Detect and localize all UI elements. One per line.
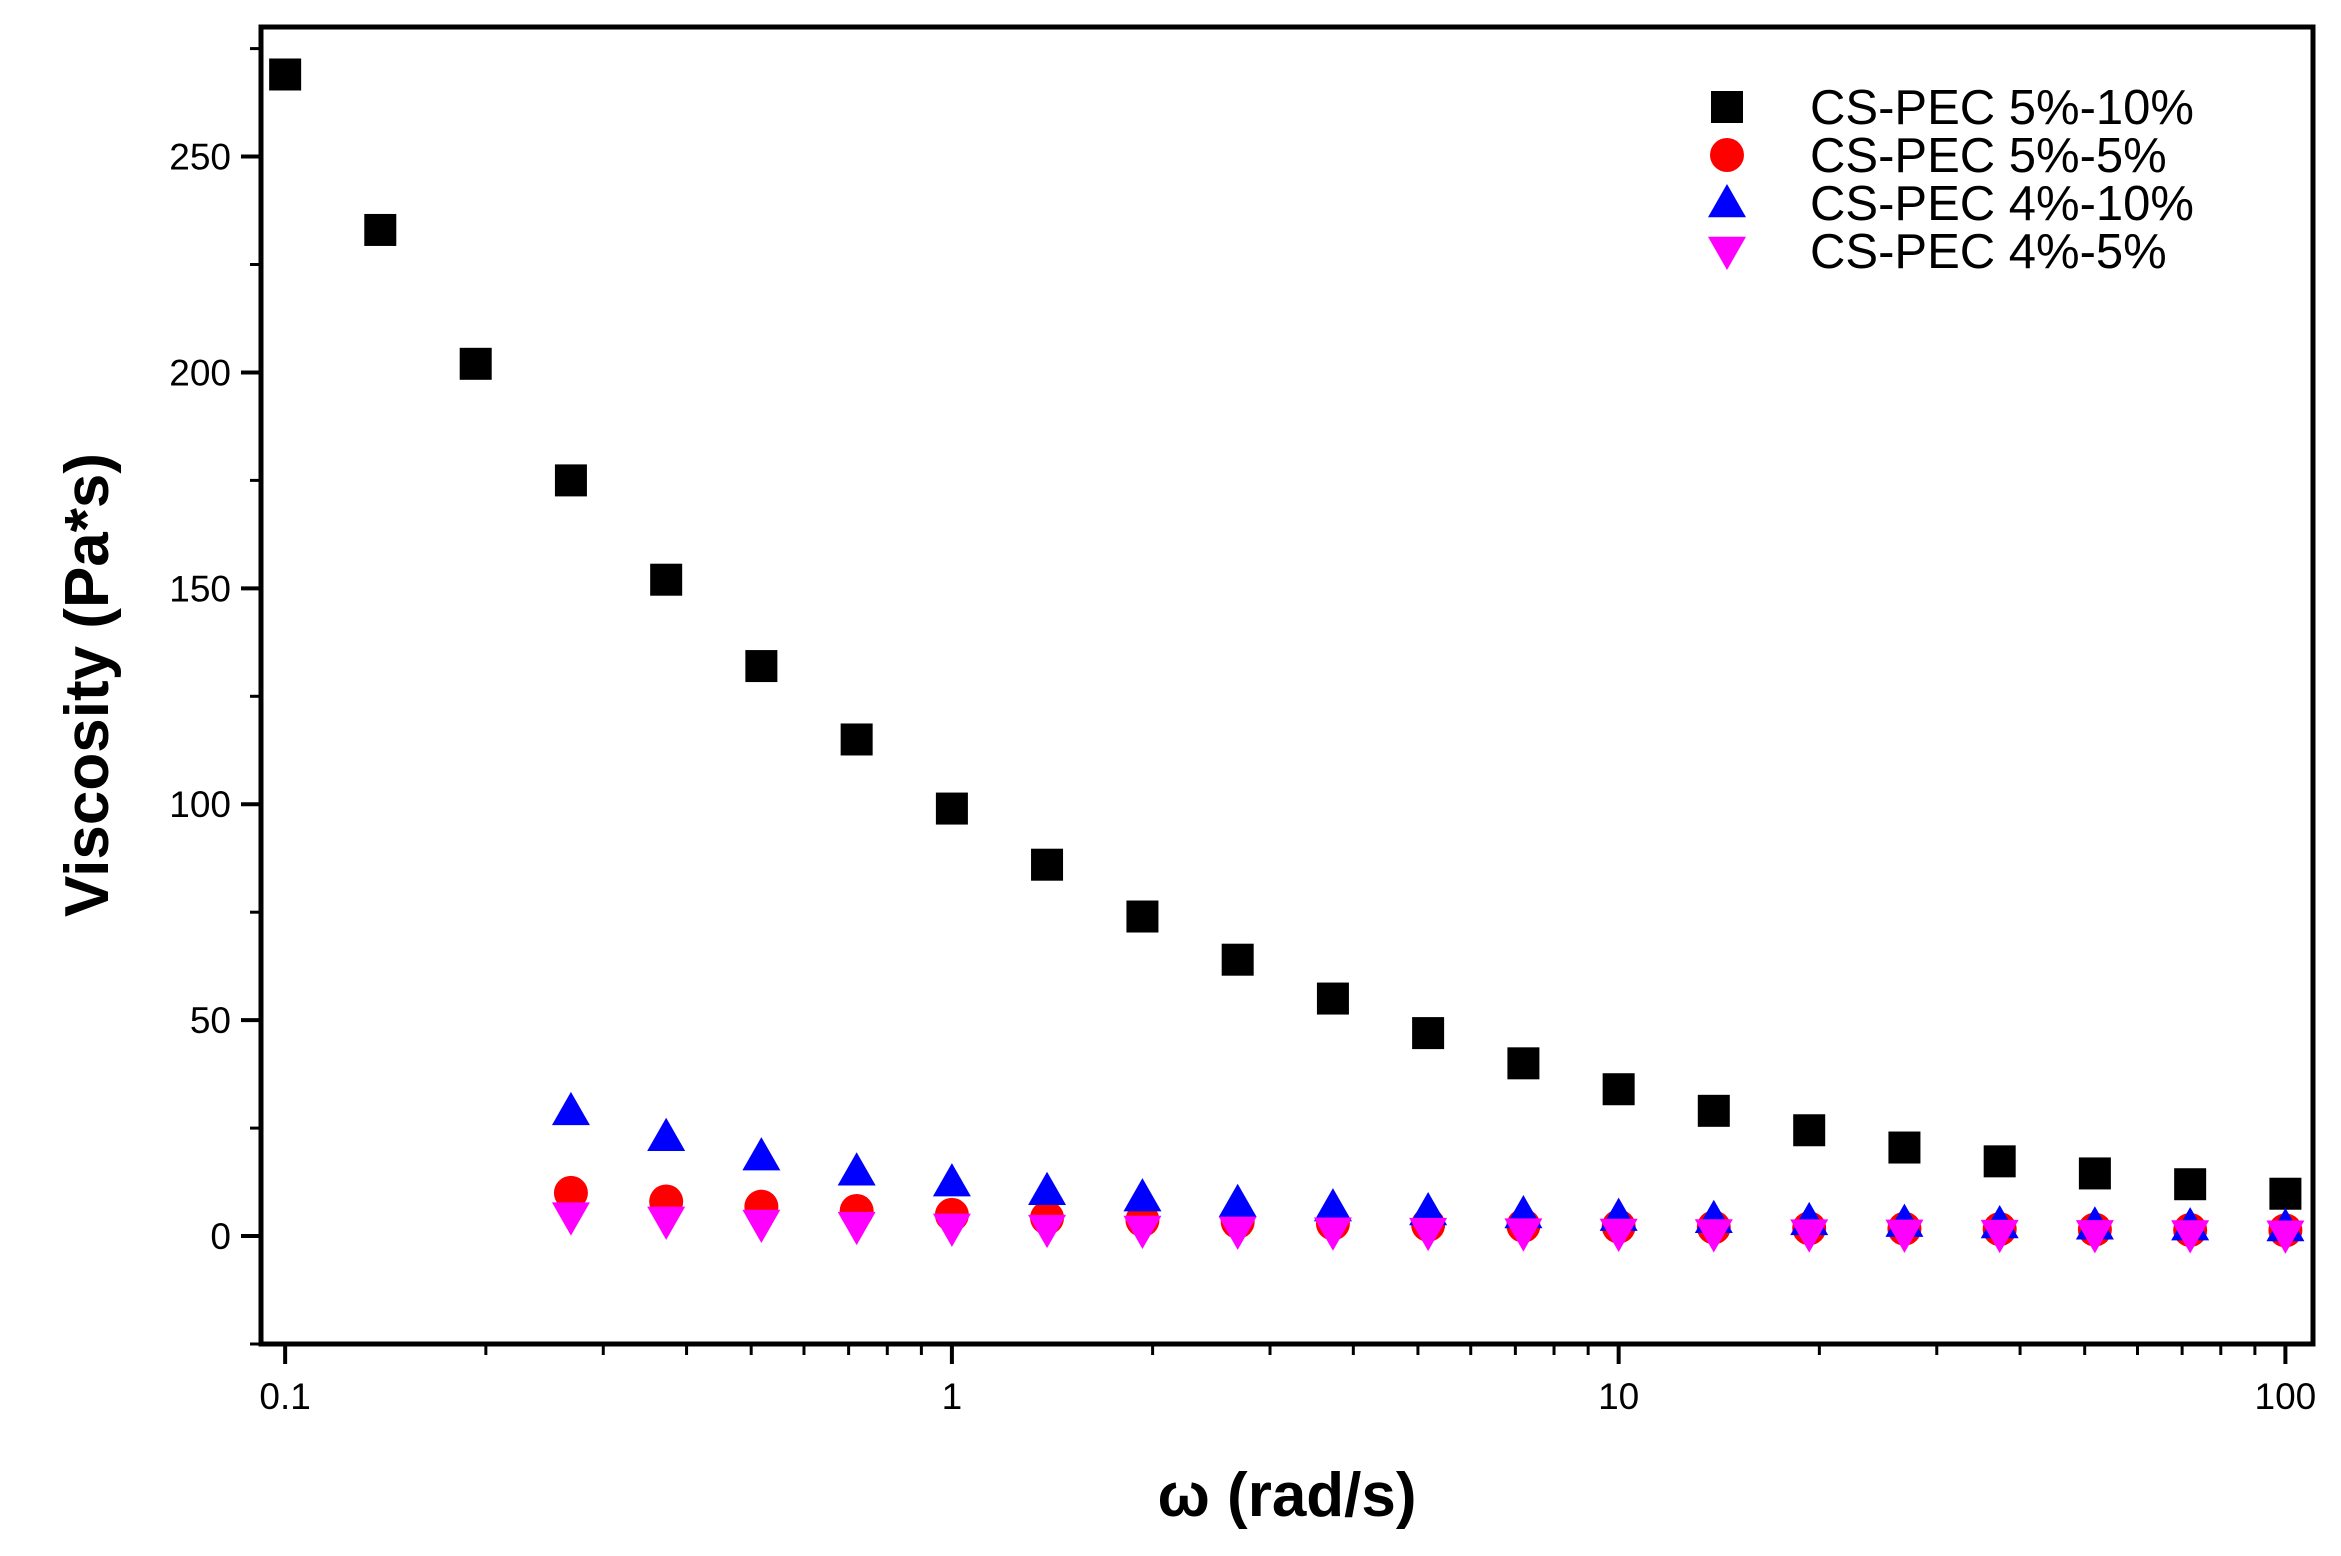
axis-ticks <box>241 47 2288 1364</box>
data-point <box>745 650 778 683</box>
data-point <box>1602 1073 1635 1106</box>
axis-tick-labels: 0.1 1 10 100 0 50 100 150 200 250 <box>169 137 2316 1417</box>
data-point <box>1507 1047 1540 1080</box>
y-tick-label: 150 <box>169 568 231 609</box>
y-tick-label: 200 <box>169 352 231 393</box>
data-point <box>840 723 873 756</box>
data-point <box>2174 1168 2207 1201</box>
data-points <box>269 58 2305 1254</box>
y-tick-label: 100 <box>169 784 231 825</box>
legend-item: CS-PEC 4%-10% <box>1708 177 2194 231</box>
data-point <box>1790 1219 1829 1253</box>
data-point <box>1316 982 1349 1015</box>
data-point <box>364 213 397 246</box>
data-point <box>837 1211 876 1246</box>
legend-label: CS-PEC 4%-5% <box>1810 225 2167 279</box>
y-axis-title: Viscosity (Pa*s) <box>53 453 122 917</box>
x-tick-label: 0.1 <box>259 1376 310 1417</box>
legend-item: CS-PEC 5%-5% <box>1710 129 2167 183</box>
data-point <box>554 464 587 497</box>
legend-item: CS-PEC 5%-10% <box>1711 81 2194 135</box>
legend: CS-PEC 5%-10%CS-PEC 5%-5%CS-PEC 4%-10%CS… <box>1708 81 2194 279</box>
data-point <box>2269 1177 2302 1210</box>
legend-label: CS-PEC 5%-5% <box>1810 129 2167 183</box>
data-point <box>935 792 968 825</box>
data-point <box>1697 1094 1730 1127</box>
y-tick-label: 250 <box>169 137 231 178</box>
data-point <box>1126 900 1159 933</box>
x-tick-label: 10 <box>1598 1376 1639 1417</box>
data-point <box>1218 1183 1257 1218</box>
series-1 <box>269 58 2302 1210</box>
data-point <box>932 1213 971 1247</box>
x-tick-label: 1 <box>942 1376 963 1417</box>
data-point <box>1983 1145 2016 1178</box>
legend-marker <box>1708 184 1746 218</box>
data-point <box>742 1209 781 1243</box>
data-point <box>2266 1220 2305 1254</box>
data-point <box>647 1206 686 1240</box>
data-point <box>459 347 492 380</box>
data-point <box>1221 943 1254 976</box>
data-point <box>2075 1220 2114 1254</box>
data-point <box>742 1137 781 1171</box>
data-point <box>1888 1131 1921 1164</box>
y-tick-label: 0 <box>210 1216 231 1257</box>
data-point <box>2078 1157 2111 1190</box>
data-point <box>650 563 683 596</box>
data-point <box>1412 1017 1445 1050</box>
data-point <box>1313 1217 1352 1251</box>
data-point <box>647 1117 686 1151</box>
data-point <box>932 1163 971 1197</box>
data-point <box>269 58 302 91</box>
data-point <box>1694 1219 1733 1253</box>
data-point <box>1028 1214 1067 1249</box>
y-tick-label: 50 <box>190 1000 231 1041</box>
data-point <box>1123 1215 1162 1250</box>
legend-label: CS-PEC 4%-10% <box>1810 177 2194 231</box>
data-point <box>1793 1114 1826 1147</box>
data-point <box>551 1091 590 1126</box>
data-point <box>1409 1192 1448 1226</box>
data-point <box>1313 1188 1352 1222</box>
series-4 <box>551 1202 2305 1254</box>
data-point <box>1504 1218 1543 1252</box>
data-point <box>1028 1171 1067 1205</box>
data-point <box>1123 1178 1162 1212</box>
data-point <box>1885 1219 1924 1253</box>
data-point <box>1031 848 1064 881</box>
data-point <box>1599 1218 1638 1253</box>
x-tick-label: 100 <box>2255 1376 2317 1417</box>
legend-marker <box>1711 91 1743 123</box>
data-point <box>553 1175 588 1210</box>
x-axis-title: ω (rad/s) <box>1157 1461 1416 1530</box>
legend-item: CS-PEC 4%-5% <box>1708 225 2167 279</box>
data-point <box>2171 1220 2210 1254</box>
plot-frame <box>258 24 2316 1347</box>
legend-marker <box>1708 236 1746 270</box>
data-point <box>551 1202 590 1236</box>
data-point <box>1980 1219 2019 1254</box>
data-point <box>1409 1217 1448 1252</box>
data-point <box>837 1152 876 1186</box>
data-point <box>1218 1216 1257 1250</box>
legend-marker <box>1710 138 1744 172</box>
legend-label: CS-PEC 5%-10% <box>1810 81 2194 135</box>
